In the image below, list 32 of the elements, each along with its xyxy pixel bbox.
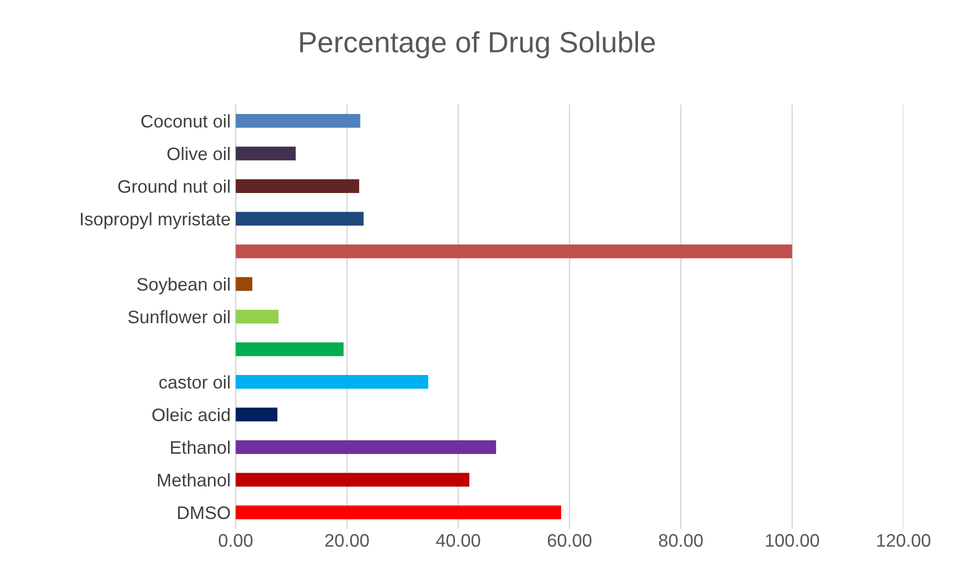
x-tick-label: 80.00 [659,534,703,547]
y-tick-label: castor oil [159,375,230,389]
bar [236,146,296,160]
chart-title: Percentage of Drug Soluble [300,31,655,58]
bar [236,408,278,422]
bar [236,114,360,128]
y-tick-label: Oleic acid [152,408,230,422]
x-tick-label: 120.00 [877,534,930,547]
y-tick-label: Olive oil [167,146,230,160]
bar [236,277,252,291]
bar [236,244,792,258]
y-tick-label: DMSO [178,506,230,520]
bar [236,310,278,324]
y-tick-label: Methanol [158,473,230,486]
x-tick-label: 100.00 [766,534,820,547]
y-tick-label: Coconut oil [141,114,230,128]
x-tick-label: 40.00 [436,534,480,547]
y-tick-label: Ground nut oil [118,180,230,193]
bar [236,440,496,454]
x-tick-label: 20.00 [325,534,369,547]
x-tick-label: 0.00 [218,534,253,547]
bar [236,212,364,226]
bar [236,472,470,487]
y-tick-label: Ethanol [171,440,230,454]
y-tick-label: Soybean oil [137,277,230,294]
x-tick-label: 60.00 [548,534,592,547]
y-tick-label: Isopropyl myristate [80,212,230,230]
bar [236,375,428,389]
y-tick-label: Sunflower oil [128,310,230,324]
bar [236,506,562,520]
bar [236,179,360,193]
bar [236,342,344,356]
